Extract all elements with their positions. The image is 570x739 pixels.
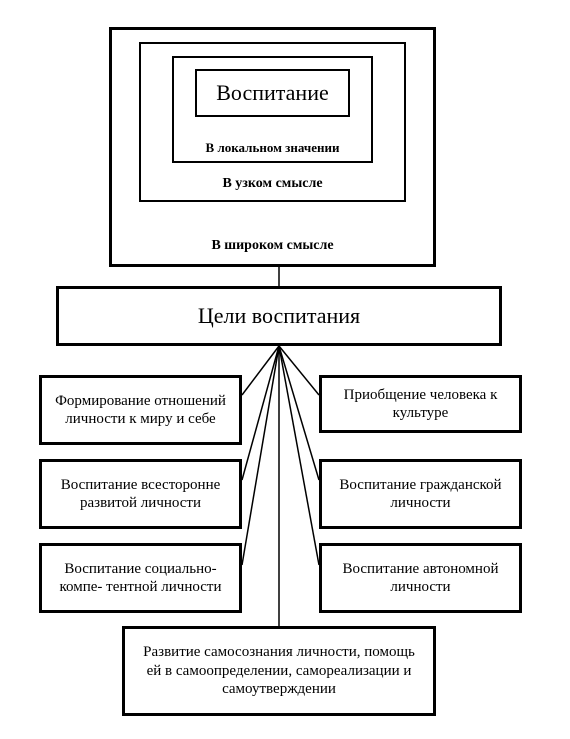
nested-mid-label: В узком смысле bbox=[141, 176, 404, 192]
leaf-l2-text: Воспитание всесторонне развитой личности bbox=[50, 476, 231, 512]
leaf-r1: Приобщение человека к культуре bbox=[319, 375, 522, 433]
leaf-l3-text: Воспитание социально-компе- тентной личн… bbox=[50, 560, 231, 596]
leaf-r3: Воспитание автономной личности bbox=[319, 543, 522, 613]
nested-outer-label: В широком смысле bbox=[112, 238, 433, 254]
goals-title-box: Цели воспитания bbox=[56, 286, 502, 346]
leaf-l3: Воспитание социально-компе- тентной личн… bbox=[39, 543, 242, 613]
nested-inner-label: В локальном значении bbox=[174, 141, 371, 155]
leaf-r1-text: Приобщение человека к культуре bbox=[330, 386, 511, 422]
leaf-r3-text: Воспитание автономной личности bbox=[330, 560, 511, 596]
leaf-b1-text: Развитие самосознания личности, помощь е… bbox=[137, 643, 421, 699]
leaf-b1: Развитие самосознания личности, помощь е… bbox=[122, 626, 436, 716]
leaf-r2: Воспитание гражданской личности bbox=[319, 459, 522, 529]
leaf-l1: Формирование отношений личности к миру и… bbox=[39, 375, 242, 445]
nested-core-box: Воспитание bbox=[195, 69, 350, 117]
goals-title-label: Цели воспитания bbox=[198, 303, 360, 329]
leaf-l1-text: Формирование отношений личности к миру и… bbox=[50, 392, 231, 428]
leaf-r2-text: Воспитание гражданской личности bbox=[330, 476, 511, 512]
nested-core-label: Воспитание bbox=[216, 80, 329, 106]
leaf-l2: Воспитание всесторонне развитой личности bbox=[39, 459, 242, 529]
